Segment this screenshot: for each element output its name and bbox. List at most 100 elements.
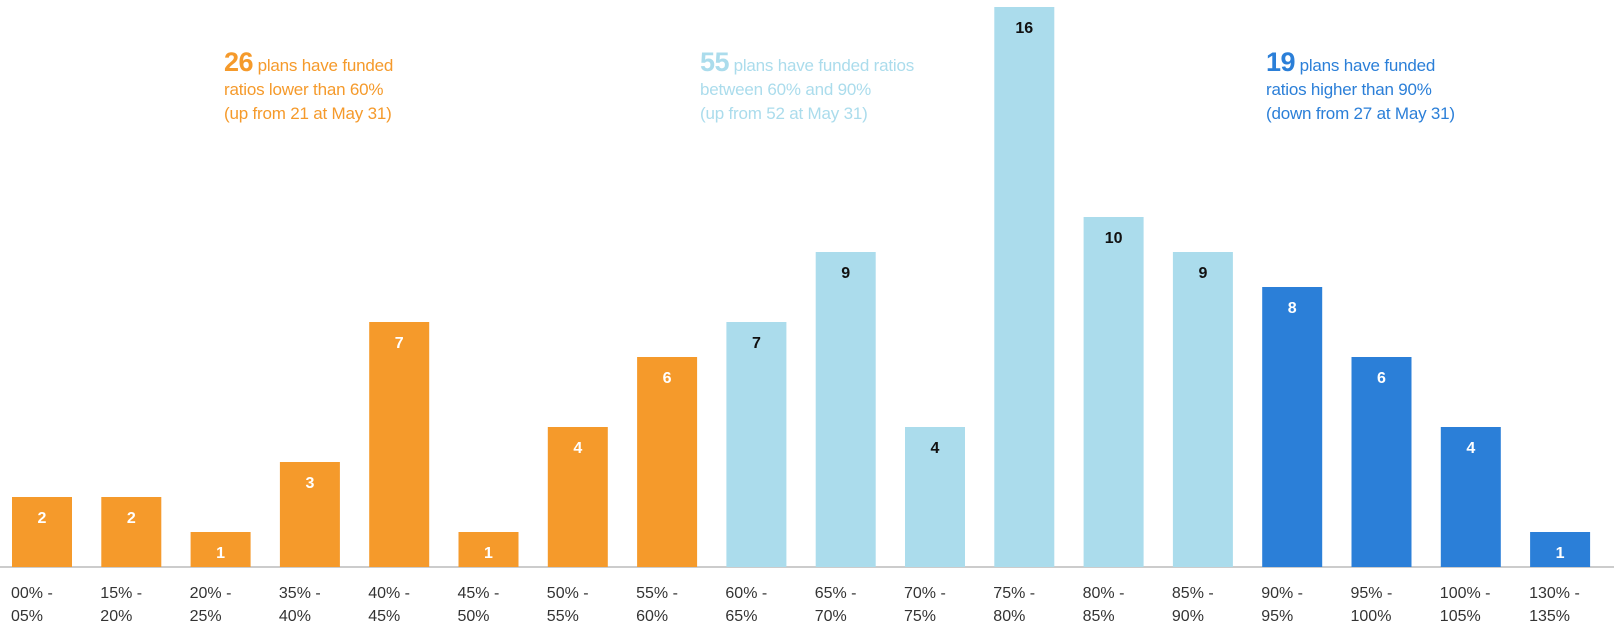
bar-6 (547, 427, 608, 567)
data-label-16: 4 (1466, 440, 1475, 457)
annotation-low-funded: 26 plans have funded ratios lower than 6… (224, 47, 394, 126)
x-tick-label-2-line-0: 20% - (190, 585, 232, 602)
x-tick-label-17: 130% - 135% (1529, 585, 1580, 625)
x-tick-label-7-line-1: 60% (636, 608, 668, 625)
x-tick-label-16: 100% - 105% (1440, 585, 1491, 625)
bar-5 (458, 532, 519, 567)
x-tick-label-10-line-0: 70% - (904, 585, 946, 602)
data-label-9: 9 (841, 265, 850, 282)
x-tick-label-8: 60% - 65% (725, 585, 767, 625)
x-tick-label-1: 15% - 20% (100, 585, 142, 625)
annotation-mid-text1: plans have funded ratios (733, 56, 915, 75)
x-tick-label-15-line-0: 95% - (1351, 585, 1393, 602)
bar-13 (1172, 252, 1233, 567)
x-tick-label-5-line-0: 45% - (458, 585, 500, 602)
x-tick-label-6-line-1: 55% (547, 608, 579, 625)
x-tick-label-6: 50% - 55% (547, 585, 589, 625)
data-label-13: 9 (1198, 265, 1207, 282)
x-tick-label-9-line-0: 65% - (815, 585, 857, 602)
bar-11 (994, 7, 1055, 567)
data-label-10: 4 (931, 440, 940, 457)
annotation-high-line3: (down from 27 at May 31) (1266, 104, 1455, 123)
data-label-3: 3 (305, 475, 314, 492)
x-tick-label-10-line-1: 75% (904, 608, 936, 625)
data-label-4: 7 (395, 335, 404, 352)
data-label-8: 7 (752, 335, 761, 352)
x-tick-label-10: 70% - 75% (904, 585, 946, 625)
annotation-high-line1: 19 plans have funded (1266, 47, 1455, 78)
x-tick-label-7-line-0: 55% - (636, 585, 678, 602)
x-tick-label-8-line-0: 60% - (725, 585, 767, 602)
x-tick-label-5: 45% - 50% (458, 585, 500, 625)
x-tick-label-11-line-1: 80% (993, 608, 1025, 625)
bar-10 (905, 427, 965, 567)
x-tick-label-4-line-1: 45% (368, 608, 400, 625)
x-tick-labels-group: 00% - 05% 15% - 20% 20% - 25% 35% - 40% 40% - 45%… (11, 585, 1580, 625)
annotation-high-text1: plans have funded (1299, 56, 1436, 75)
data-label-6: 4 (573, 440, 582, 457)
bar-14 (1262, 287, 1323, 567)
x-tick-label-13-line-1: 90% (1172, 608, 1204, 625)
annotation-low-number: 26 (224, 47, 254, 77)
x-tick-label-12-line-0: 80% - (1083, 585, 1125, 602)
bar-15 (1351, 357, 1412, 567)
annotation-low-text1: plans have funded (257, 56, 394, 75)
data-label-1: 2 (127, 510, 136, 527)
x-tick-label-17-line-0: 130% - (1529, 585, 1580, 602)
x-tick-label-1-line-0: 15% - (100, 585, 142, 602)
data-label-7: 6 (663, 370, 672, 387)
bar-17 (1530, 532, 1591, 567)
x-tick-label-3-line-1: 40% (279, 608, 311, 625)
x-tick-label-3: 35% - 40% (279, 585, 321, 625)
x-tick-label-7: 55% - 60% (636, 585, 678, 625)
x-tick-label-2: 20% - 25% (190, 585, 232, 625)
bar-3 (279, 462, 340, 567)
x-tick-label-14-line-0: 90% - (1261, 585, 1303, 602)
annotation-low-line2: ratios lower than 60% (224, 80, 384, 99)
x-tick-label-2-line-1: 25% (190, 608, 222, 625)
x-tick-label-15-line-1: 100% (1351, 608, 1392, 625)
x-tick-label-9: 65% - 70% (815, 585, 857, 625)
x-tick-label-9-line-1: 70% (815, 608, 847, 625)
x-tick-label-15: 95% - 100% (1351, 585, 1393, 625)
annotation-high-number: 19 (1266, 47, 1296, 77)
x-tick-label-4: 40% - 45% (368, 585, 410, 625)
x-tick-label-13-line-0: 85% - (1172, 585, 1214, 602)
bar-9 (815, 252, 876, 567)
bar-0 (12, 497, 72, 567)
x-tick-label-0: 00% - 05% (11, 585, 53, 625)
x-tick-label-0-line-0: 00% - (11, 585, 53, 602)
x-tick-label-17-line-1: 135% (1529, 608, 1570, 625)
x-tick-label-3-line-0: 35% - (279, 585, 321, 602)
annotation-mid-line2: between 60% and 90% (700, 80, 872, 99)
x-tick-label-12: 80% - 85% (1083, 585, 1125, 625)
x-tick-label-16-line-1: 105% (1440, 608, 1481, 625)
annotation-high-funded: 19 plans have funded ratios higher than … (1266, 47, 1455, 126)
x-tick-label-1-line-1: 20% (100, 608, 132, 625)
x-tick-label-13: 85% - 90% (1172, 585, 1214, 625)
annotation-mid-number: 55 (700, 47, 730, 77)
annotation-mid-funded: 55 plans have funded ratios between 60% … (700, 47, 915, 126)
x-tick-label-4-line-0: 40% - (368, 585, 410, 602)
x-tick-label-11-line-0: 75% - (993, 585, 1035, 602)
annotation-low-line3: (up from 21 at May 31) (224, 104, 392, 123)
annotation-mid-line3: (up from 52 at May 31) (700, 104, 868, 123)
data-label-11: 16 (1015, 20, 1033, 37)
data-label-14: 8 (1288, 300, 1297, 317)
bar-4 (369, 322, 430, 567)
bar-1 (101, 497, 162, 567)
x-tick-label-11: 75% - 80% (993, 585, 1035, 625)
data-label-5: 1 (484, 545, 493, 562)
data-label-2: 1 (216, 545, 225, 562)
data-label-0: 2 (38, 510, 47, 527)
annotation-high-line2: ratios higher than 90% (1266, 80, 1432, 99)
data-label-12: 10 (1105, 230, 1123, 247)
bars-group (12, 7, 1591, 567)
x-tick-label-14-line-1: 95% (1261, 608, 1293, 625)
x-tick-label-0-line-1: 05% (11, 608, 43, 625)
bar-7 (637, 357, 698, 567)
annotation-mid-line1: 55 plans have funded ratios (700, 47, 915, 78)
annotation-low-line1: 26 plans have funded (224, 47, 394, 78)
